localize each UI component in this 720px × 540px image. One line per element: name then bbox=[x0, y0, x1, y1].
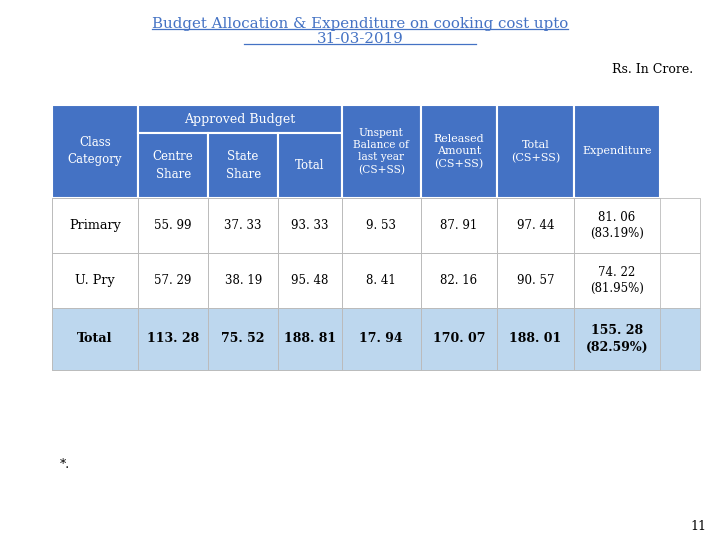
Text: Expenditure: Expenditure bbox=[582, 146, 652, 157]
Text: 55. 99: 55. 99 bbox=[154, 219, 192, 232]
Text: 170. 07: 170. 07 bbox=[433, 333, 485, 346]
Bar bbox=[574, 198, 660, 253]
Text: 188. 01: 188. 01 bbox=[509, 333, 562, 346]
Text: 155. 28
(82.59%): 155. 28 (82.59%) bbox=[585, 325, 648, 354]
Bar bbox=[208, 253, 278, 308]
Bar bbox=[278, 253, 342, 308]
Bar bbox=[342, 105, 420, 198]
Bar bbox=[498, 105, 574, 198]
Text: 37. 33: 37. 33 bbox=[225, 219, 262, 232]
Text: 9. 53: 9. 53 bbox=[366, 219, 396, 232]
Text: 113. 28: 113. 28 bbox=[147, 333, 199, 346]
Bar bbox=[420, 198, 498, 253]
Text: Primary: Primary bbox=[69, 219, 121, 232]
Text: Class
Category: Class Category bbox=[68, 137, 122, 166]
Bar bbox=[420, 308, 498, 370]
Bar bbox=[342, 253, 420, 308]
Bar bbox=[52, 198, 138, 253]
Bar bbox=[342, 308, 420, 370]
Bar bbox=[498, 198, 574, 253]
Bar bbox=[138, 253, 208, 308]
Text: Unspent
Balance of
last year
(CS+SS): Unspent Balance of last year (CS+SS) bbox=[354, 127, 409, 176]
Bar bbox=[52, 253, 138, 308]
Text: Total
(CS+SS): Total (CS+SS) bbox=[510, 140, 560, 163]
Text: Budget Allocation & Expenditure on cooking cost upto: Budget Allocation & Expenditure on cooki… bbox=[152, 17, 568, 31]
Text: *.: *. bbox=[60, 458, 70, 471]
Bar bbox=[574, 105, 660, 198]
Bar bbox=[138, 198, 208, 253]
Bar bbox=[420, 253, 498, 308]
Bar bbox=[208, 308, 278, 370]
Bar bbox=[342, 198, 420, 253]
Text: Centre
Share: Centre Share bbox=[153, 151, 194, 180]
Text: 74. 22
(81.95%): 74. 22 (81.95%) bbox=[590, 266, 644, 295]
Bar bbox=[52, 308, 138, 370]
Bar bbox=[52, 253, 700, 308]
Bar bbox=[278, 308, 342, 370]
Text: 11: 11 bbox=[690, 519, 706, 532]
Text: 90. 57: 90. 57 bbox=[517, 274, 554, 287]
Text: Total: Total bbox=[77, 333, 113, 346]
Bar bbox=[420, 105, 498, 198]
Text: U. Pry: U. Pry bbox=[75, 274, 115, 287]
Text: 17. 94: 17. 94 bbox=[359, 333, 403, 346]
Bar bbox=[278, 133, 342, 198]
Bar bbox=[52, 308, 700, 370]
Text: 97. 44: 97. 44 bbox=[517, 219, 554, 232]
Text: 188. 81: 188. 81 bbox=[284, 333, 336, 346]
Text: 38. 19: 38. 19 bbox=[225, 274, 262, 287]
Bar bbox=[574, 253, 660, 308]
Text: 8. 41: 8. 41 bbox=[366, 274, 396, 287]
Text: 82. 16: 82. 16 bbox=[441, 274, 477, 287]
Text: 57. 29: 57. 29 bbox=[155, 274, 192, 287]
Text: 75. 52: 75. 52 bbox=[222, 333, 265, 346]
Text: Released
Amount
(CS+SS): Released Amount (CS+SS) bbox=[433, 134, 485, 169]
Bar bbox=[52, 105, 138, 198]
Text: 31-03-2019: 31-03-2019 bbox=[317, 32, 403, 46]
Bar bbox=[138, 105, 342, 133]
Bar bbox=[574, 308, 660, 370]
Text: State
Share: State Share bbox=[225, 151, 261, 180]
Text: 81. 06
(83.19%): 81. 06 (83.19%) bbox=[590, 211, 644, 240]
Text: Approved Budget: Approved Budget bbox=[184, 112, 295, 125]
Text: 93. 33: 93. 33 bbox=[291, 219, 328, 232]
Bar bbox=[208, 198, 278, 253]
Text: 95. 48: 95. 48 bbox=[291, 274, 328, 287]
Bar bbox=[278, 198, 342, 253]
Bar bbox=[138, 308, 208, 370]
Bar bbox=[498, 308, 574, 370]
Bar bbox=[52, 198, 700, 253]
Bar bbox=[208, 133, 278, 198]
Text: Total: Total bbox=[295, 159, 325, 172]
Text: Rs. In Crore.: Rs. In Crore. bbox=[612, 63, 693, 76]
Bar bbox=[498, 253, 574, 308]
Bar bbox=[138, 133, 208, 198]
Text: 87. 91: 87. 91 bbox=[441, 219, 477, 232]
